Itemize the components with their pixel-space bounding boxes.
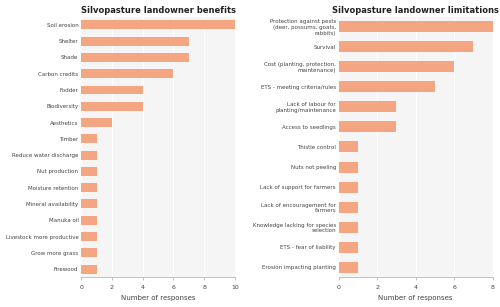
X-axis label: Number of responses: Number of responses — [121, 295, 196, 301]
Bar — [81, 53, 189, 62]
Bar — [81, 200, 96, 208]
Bar — [339, 81, 435, 92]
Bar — [339, 262, 358, 273]
X-axis label: Number of responses: Number of responses — [378, 295, 453, 301]
Bar — [81, 86, 142, 95]
Bar — [339, 101, 396, 112]
Bar — [81, 216, 96, 225]
Bar — [339, 122, 396, 132]
Bar — [339, 181, 358, 192]
Bar — [81, 232, 96, 241]
Bar — [339, 41, 473, 52]
Bar — [339, 142, 358, 153]
Bar — [81, 134, 96, 143]
Bar — [339, 21, 492, 32]
Bar — [339, 222, 358, 233]
Bar — [81, 102, 142, 111]
Bar — [81, 167, 96, 176]
Title: Silvopasture landowner benefits: Silvopasture landowner benefits — [80, 6, 235, 14]
Bar — [81, 248, 96, 257]
Bar — [81, 265, 96, 274]
Bar — [339, 61, 454, 72]
Bar — [81, 183, 96, 192]
Bar — [81, 118, 112, 127]
Bar — [339, 242, 358, 253]
Bar — [339, 161, 358, 173]
Title: Silvopasture landowner limitations: Silvopasture landowner limitations — [332, 6, 499, 14]
Bar — [81, 37, 189, 46]
Bar — [339, 202, 358, 213]
Bar — [81, 151, 96, 160]
Bar — [81, 69, 174, 78]
Bar — [81, 20, 235, 29]
